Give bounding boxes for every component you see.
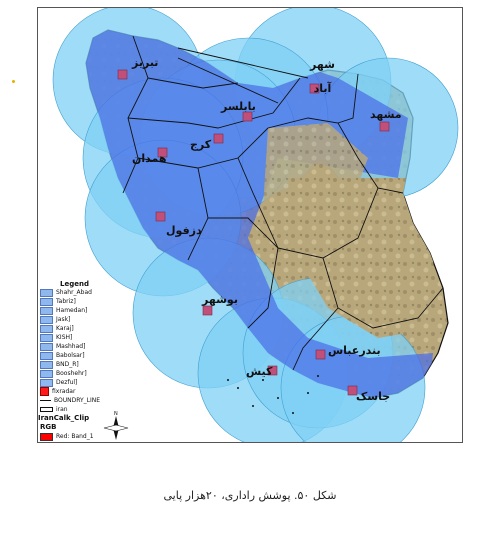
radar-marker-shahr-abad	[309, 83, 320, 94]
legend-row-radar: Hamedan]	[40, 306, 140, 315]
legend-label: Mashhad]	[56, 343, 86, 350]
legend-label: fixradar	[52, 388, 76, 395]
north-arrow-icon: N	[103, 411, 129, 440]
legend-row-radar: Shahr_Abad	[40, 288, 140, 297]
radar-coverage-swatch	[40, 288, 53, 297]
iran-swatch	[40, 407, 53, 412]
radar-marker-karaj	[213, 133, 224, 144]
legend-label: Booshehr]	[56, 370, 87, 377]
radar-coverage-swatch	[40, 360, 53, 369]
city-label-mashhad: مشهد	[370, 108, 402, 121]
radar-coverage-swatch	[40, 297, 53, 306]
radar-coverage-swatch	[40, 315, 53, 324]
legend-label: Shahr_Abad	[56, 289, 92, 296]
legend-label: Tabriz]	[56, 298, 76, 305]
legend-label: iran	[56, 406, 68, 413]
legend-row-radar: Tabriz]	[40, 297, 140, 306]
radar-coverage-swatch	[40, 369, 53, 378]
legend-row-radar: BND_R]	[40, 360, 140, 369]
legend-band-rows: Red: Band_1Green: Band_2Blue: Band_3	[40, 432, 140, 442]
legend-label: KISH]	[56, 334, 73, 341]
north-arrow-label: N	[114, 411, 118, 417]
legend-row-iran: iran	[40, 405, 140, 414]
city-label-jask: جاسک	[356, 390, 391, 403]
legend-row-radar: Mashhad]	[40, 342, 140, 351]
map-frame: N تبریز شهر آباد بابلسر کرج مشهد همدان د…	[37, 7, 463, 443]
legend-row-fixradar: fixradar	[40, 387, 140, 396]
legend-label: Babolsar]	[56, 352, 85, 359]
fixradar-swatch	[40, 387, 49, 396]
map-legend: Legend Shahr_Abad Tabriz] Hamedan] Jask] Kar…	[38, 280, 140, 442]
stray-dot	[12, 80, 15, 83]
radar-marker-bushehr	[202, 305, 213, 316]
radar-marker-mashhad	[379, 121, 390, 132]
city-label-bushehr: بوشهر	[202, 293, 238, 306]
city-label-kish: کیش	[246, 365, 273, 378]
figure-caption: شکل ۵۰. پوشش راداری، ۲۰هزار پایی	[163, 489, 337, 502]
province-borders	[122, 35, 444, 371]
radar-marker-tabriz	[117, 69, 128, 80]
legend-radar-rows: Shahr_Abad Tabriz] Hamedan] Jask] Karaj] KISH…	[40, 288, 140, 387]
city-label-babolsar: بابلسر	[221, 100, 256, 113]
city-label-dezful: دزفول	[166, 224, 202, 237]
legend-title: Legend	[60, 280, 89, 288]
radar-marker-hamedan	[157, 147, 168, 158]
radar-markers	[117, 69, 390, 396]
legend-row-radar: Babolsar]	[40, 351, 140, 360]
band-swatch	[40, 441, 53, 442]
city-label-karaj: کرج	[190, 138, 212, 151]
radar-coverage-swatch	[40, 333, 53, 342]
legend-row-radar: Jask]	[40, 315, 140, 324]
radar-marker-kish	[267, 365, 278, 376]
legend-label: Karaj]	[56, 325, 74, 332]
legend-row-radar: Booshehr]	[40, 369, 140, 378]
radar-marker-jask	[347, 385, 358, 396]
legend-label: Jask]	[56, 316, 71, 323]
legend-row-radar: KISH]	[40, 333, 140, 342]
legend-row-radar: Dezful]	[40, 378, 140, 387]
radar-marker-dezful	[155, 211, 166, 222]
band-swatch	[40, 432, 53, 441]
radar-marker-bandarabbas	[315, 349, 326, 360]
radar-coverage-swatch	[40, 342, 53, 351]
legend-label: BOUNDRY_LINE	[54, 397, 101, 404]
legend-row-boundary: BOUNDRY_LINE	[40, 396, 140, 405]
legend-row-radar: Karaj]	[40, 324, 140, 333]
city-label-hamedan: همدان	[132, 152, 167, 165]
radar-coverage-swatch	[40, 351, 53, 360]
radar-coverage-swatch	[40, 378, 53, 387]
legend-clip-layer: IranCalk_Clip	[38, 414, 90, 422]
city-label-shahr-abad: شهر آباد	[310, 58, 335, 95]
legend-label: Red: Band_1	[56, 433, 94, 440]
gulf-islands	[227, 375, 319, 414]
legend-label: Dezful]	[56, 379, 78, 386]
radar-beam-lines	[177, 47, 309, 104]
map-canvas: N	[52, 8, 459, 442]
legend-label: BND_R]	[56, 361, 79, 368]
legend-row-band: Red: Band_1	[40, 432, 140, 441]
legend-rgb-title: RGB	[40, 423, 57, 431]
legend-label: Green: Band_2	[56, 441, 100, 442]
legend-label: Hamedan]	[56, 307, 88, 314]
radar-coverage-swatch	[40, 324, 53, 333]
radar-marker-babolsar	[242, 111, 253, 122]
legend-row-band: Green: Band_2	[40, 441, 140, 442]
city-label-tabriz: تبریز	[132, 56, 159, 69]
boundary-line-swatch	[40, 400, 51, 401]
overlap-layer	[86, 30, 438, 398]
radar-coverage-swatch	[40, 306, 53, 315]
city-label-bandarabbas: بندرعباس	[328, 344, 381, 357]
